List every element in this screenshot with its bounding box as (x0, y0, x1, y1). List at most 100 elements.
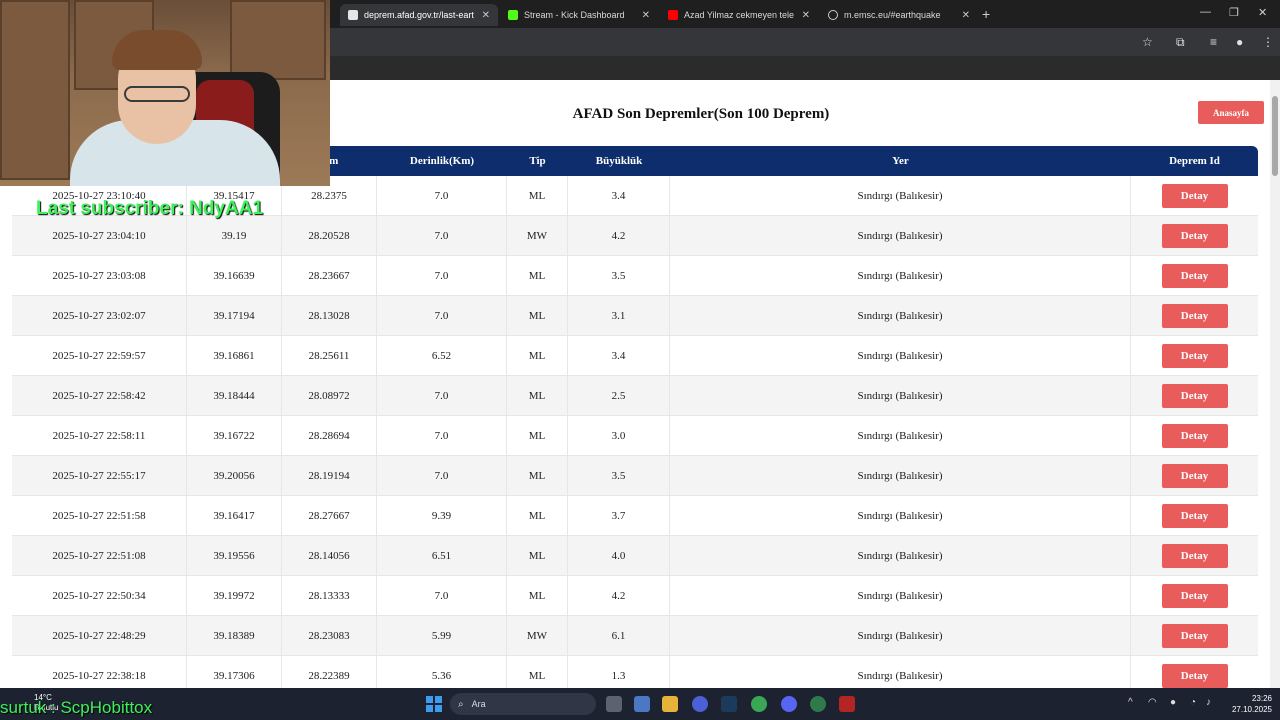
cell-latitude: 39.18444 (187, 376, 282, 416)
detail-button[interactable]: Detay (1161, 304, 1228, 328)
cell-longitude: 28.27667 (282, 496, 377, 536)
cell-id: Detay (1131, 536, 1258, 576)
header-id: Deprem Id (1169, 155, 1220, 167)
detail-button[interactable]: Detay (1161, 424, 1228, 448)
detail-button[interactable]: Detay (1161, 224, 1228, 248)
tab-emsc[interactable]: m.emsc.eu/#earthquake ✕ (820, 4, 978, 26)
cell-depth: 5.99 (377, 616, 507, 656)
cell-type: ML (507, 336, 568, 376)
cell-depth: 7.0 (377, 176, 507, 216)
detail-button[interactable]: Detay (1161, 264, 1228, 288)
cell-magnitude: 4.0 (568, 536, 670, 576)
extensions-icon[interactable]: ⧉ (1176, 35, 1185, 49)
header-magnitude: Büyüklük (595, 155, 643, 167)
background-cabinet (0, 0, 70, 180)
tab-youtube[interactable]: Azad Yilmaz cekmeyen telefon ✕ (660, 4, 818, 26)
detail-button[interactable]: Detay (1161, 184, 1228, 208)
discord-icon[interactable] (781, 696, 797, 712)
cell-magnitude: 3.5 (568, 456, 670, 496)
network-icon[interactable]: ◠ (1148, 697, 1157, 708)
cell-depth: 9.39 (377, 496, 507, 536)
close-icon[interactable]: ✕ (801, 9, 810, 21)
cell-id: Detay (1131, 376, 1258, 416)
cell-depth: 6.52 (377, 336, 507, 376)
close-icon[interactable]: ✕ (961, 9, 970, 21)
detail-button[interactable]: Detay (1161, 504, 1228, 528)
file-explorer-icon[interactable] (662, 696, 678, 712)
wifi-icon[interactable]: ◔ (1190, 697, 1197, 708)
cell-magnitude: 4.2 (568, 216, 670, 256)
cell-longitude: 28.14056 (282, 536, 377, 576)
chevron-up-icon[interactable]: ^ (1128, 697, 1133, 708)
cell-date: 2025-10-27 22:59:57 (12, 336, 187, 376)
table-row: 2025-10-27 22:38:18 39.17306 28.22389 5.36 M… (12, 656, 1258, 688)
cell-latitude: 39.19972 (187, 576, 282, 616)
table-row: 2025-10-27 22:51:08 39.19556 28.14056 6.51 M… (12, 536, 1258, 576)
detail-button[interactable]: Detay (1161, 544, 1228, 568)
cell-type: MW (507, 216, 568, 256)
taskbar-search[interactable]: ⌕ Ara (450, 693, 596, 715)
cell-magnitude: 1.3 (568, 656, 670, 688)
task-view-icon[interactable] (606, 696, 622, 712)
close-icon[interactable]: ✕ (641, 9, 650, 21)
detail-button[interactable]: Detay (1161, 384, 1228, 408)
cell-id: Detay (1131, 216, 1258, 256)
close-icon[interactable]: ✕ (481, 9, 490, 21)
table-row: 2025-10-27 22:58:42 39.18444 28.08972 7.0 ML… (12, 376, 1258, 416)
minimize-icon[interactable]: — (1200, 6, 1211, 18)
background-cabinet (230, 0, 326, 80)
cell-id: Detay (1131, 656, 1258, 688)
cell-type: ML (507, 576, 568, 616)
scrollbar-thumb[interactable] (1272, 96, 1278, 176)
menu-kebab-icon[interactable]: ⋮ (1262, 35, 1274, 49)
cell-date: 2025-10-27 22:51:08 (12, 536, 187, 576)
cell-magnitude: 3.4 (568, 176, 670, 216)
volume-icon[interactable]: ♪ (1206, 697, 1211, 708)
page-scrollbar[interactable] (1270, 80, 1280, 688)
weather-widget[interactable]: 14°C Bulutlu (34, 693, 58, 713)
detail-button[interactable]: Detay (1161, 344, 1228, 368)
windows-start-icon[interactable] (426, 696, 442, 712)
new-tab-button[interactable]: + (982, 6, 991, 22)
header-type: Tip (529, 155, 546, 167)
calculator-icon[interactable] (634, 696, 650, 712)
close-window-icon[interactable]: ✕ (1258, 7, 1268, 19)
tab-kick[interactable]: Stream - Kick Dashboard ✕ (500, 4, 658, 26)
xbox-icon[interactable] (810, 696, 826, 712)
tab-title: Stream - Kick Dashboard (524, 10, 625, 20)
cell-latitude: 39.18389 (187, 616, 282, 656)
bookmark-star-icon[interactable]: ☆ (1142, 35, 1153, 49)
cell-type: ML (507, 256, 568, 296)
cell-longitude: 28.13333 (282, 576, 377, 616)
tab-afad[interactable]: deprem.afad.gov.tr/last-earthqu ✕ (340, 4, 498, 26)
cell-depth: 5.36 (377, 656, 507, 688)
cell-type: ML (507, 536, 568, 576)
cell-id: Detay (1131, 336, 1258, 376)
detail-button[interactable]: Detay (1161, 624, 1228, 648)
cell-magnitude: 4.2 (568, 576, 670, 616)
detail-button[interactable]: Detay (1161, 464, 1228, 488)
cell-date: 2025-10-27 22:51:58 (12, 496, 187, 536)
last-subscriber-overlay: Last subscriber: NdyAA1 (36, 198, 264, 219)
cell-longitude: 28.22389 (282, 656, 377, 688)
cell-latitude: 39.16639 (187, 256, 282, 296)
chrome-icon[interactable] (751, 696, 767, 712)
steam-icon[interactable] (721, 696, 737, 712)
windows-taskbar: 14°C Bulutlu ⌕ Ara ^ ◠ ● ◔ ♪ 23:26 27.10… (0, 688, 1280, 720)
cell-longitude: 28.2375 (282, 176, 377, 216)
cell-depth: 7.0 (377, 376, 507, 416)
detail-button[interactable]: Detay (1161, 584, 1228, 608)
cell-magnitude: 6.1 (568, 616, 670, 656)
detail-button[interactable]: Detay (1161, 664, 1228, 688)
globe-icon (828, 10, 838, 20)
microphone-icon[interactable]: ● (1170, 697, 1177, 708)
system-clock[interactable]: 23:26 27.10.2025 (1222, 693, 1272, 715)
obs-icon[interactable] (692, 696, 708, 712)
home-button[interactable]: Anasayfa (1198, 101, 1264, 124)
media-icon[interactable]: ≡ (1210, 35, 1218, 49)
restore-icon[interactable]: ❐ (1229, 7, 1239, 19)
cell-depth: 7.0 (377, 296, 507, 336)
app-icon[interactable] (839, 696, 855, 712)
profile-avatar-icon[interactable]: ● (1236, 35, 1244, 49)
cell-id: Detay (1131, 416, 1258, 456)
